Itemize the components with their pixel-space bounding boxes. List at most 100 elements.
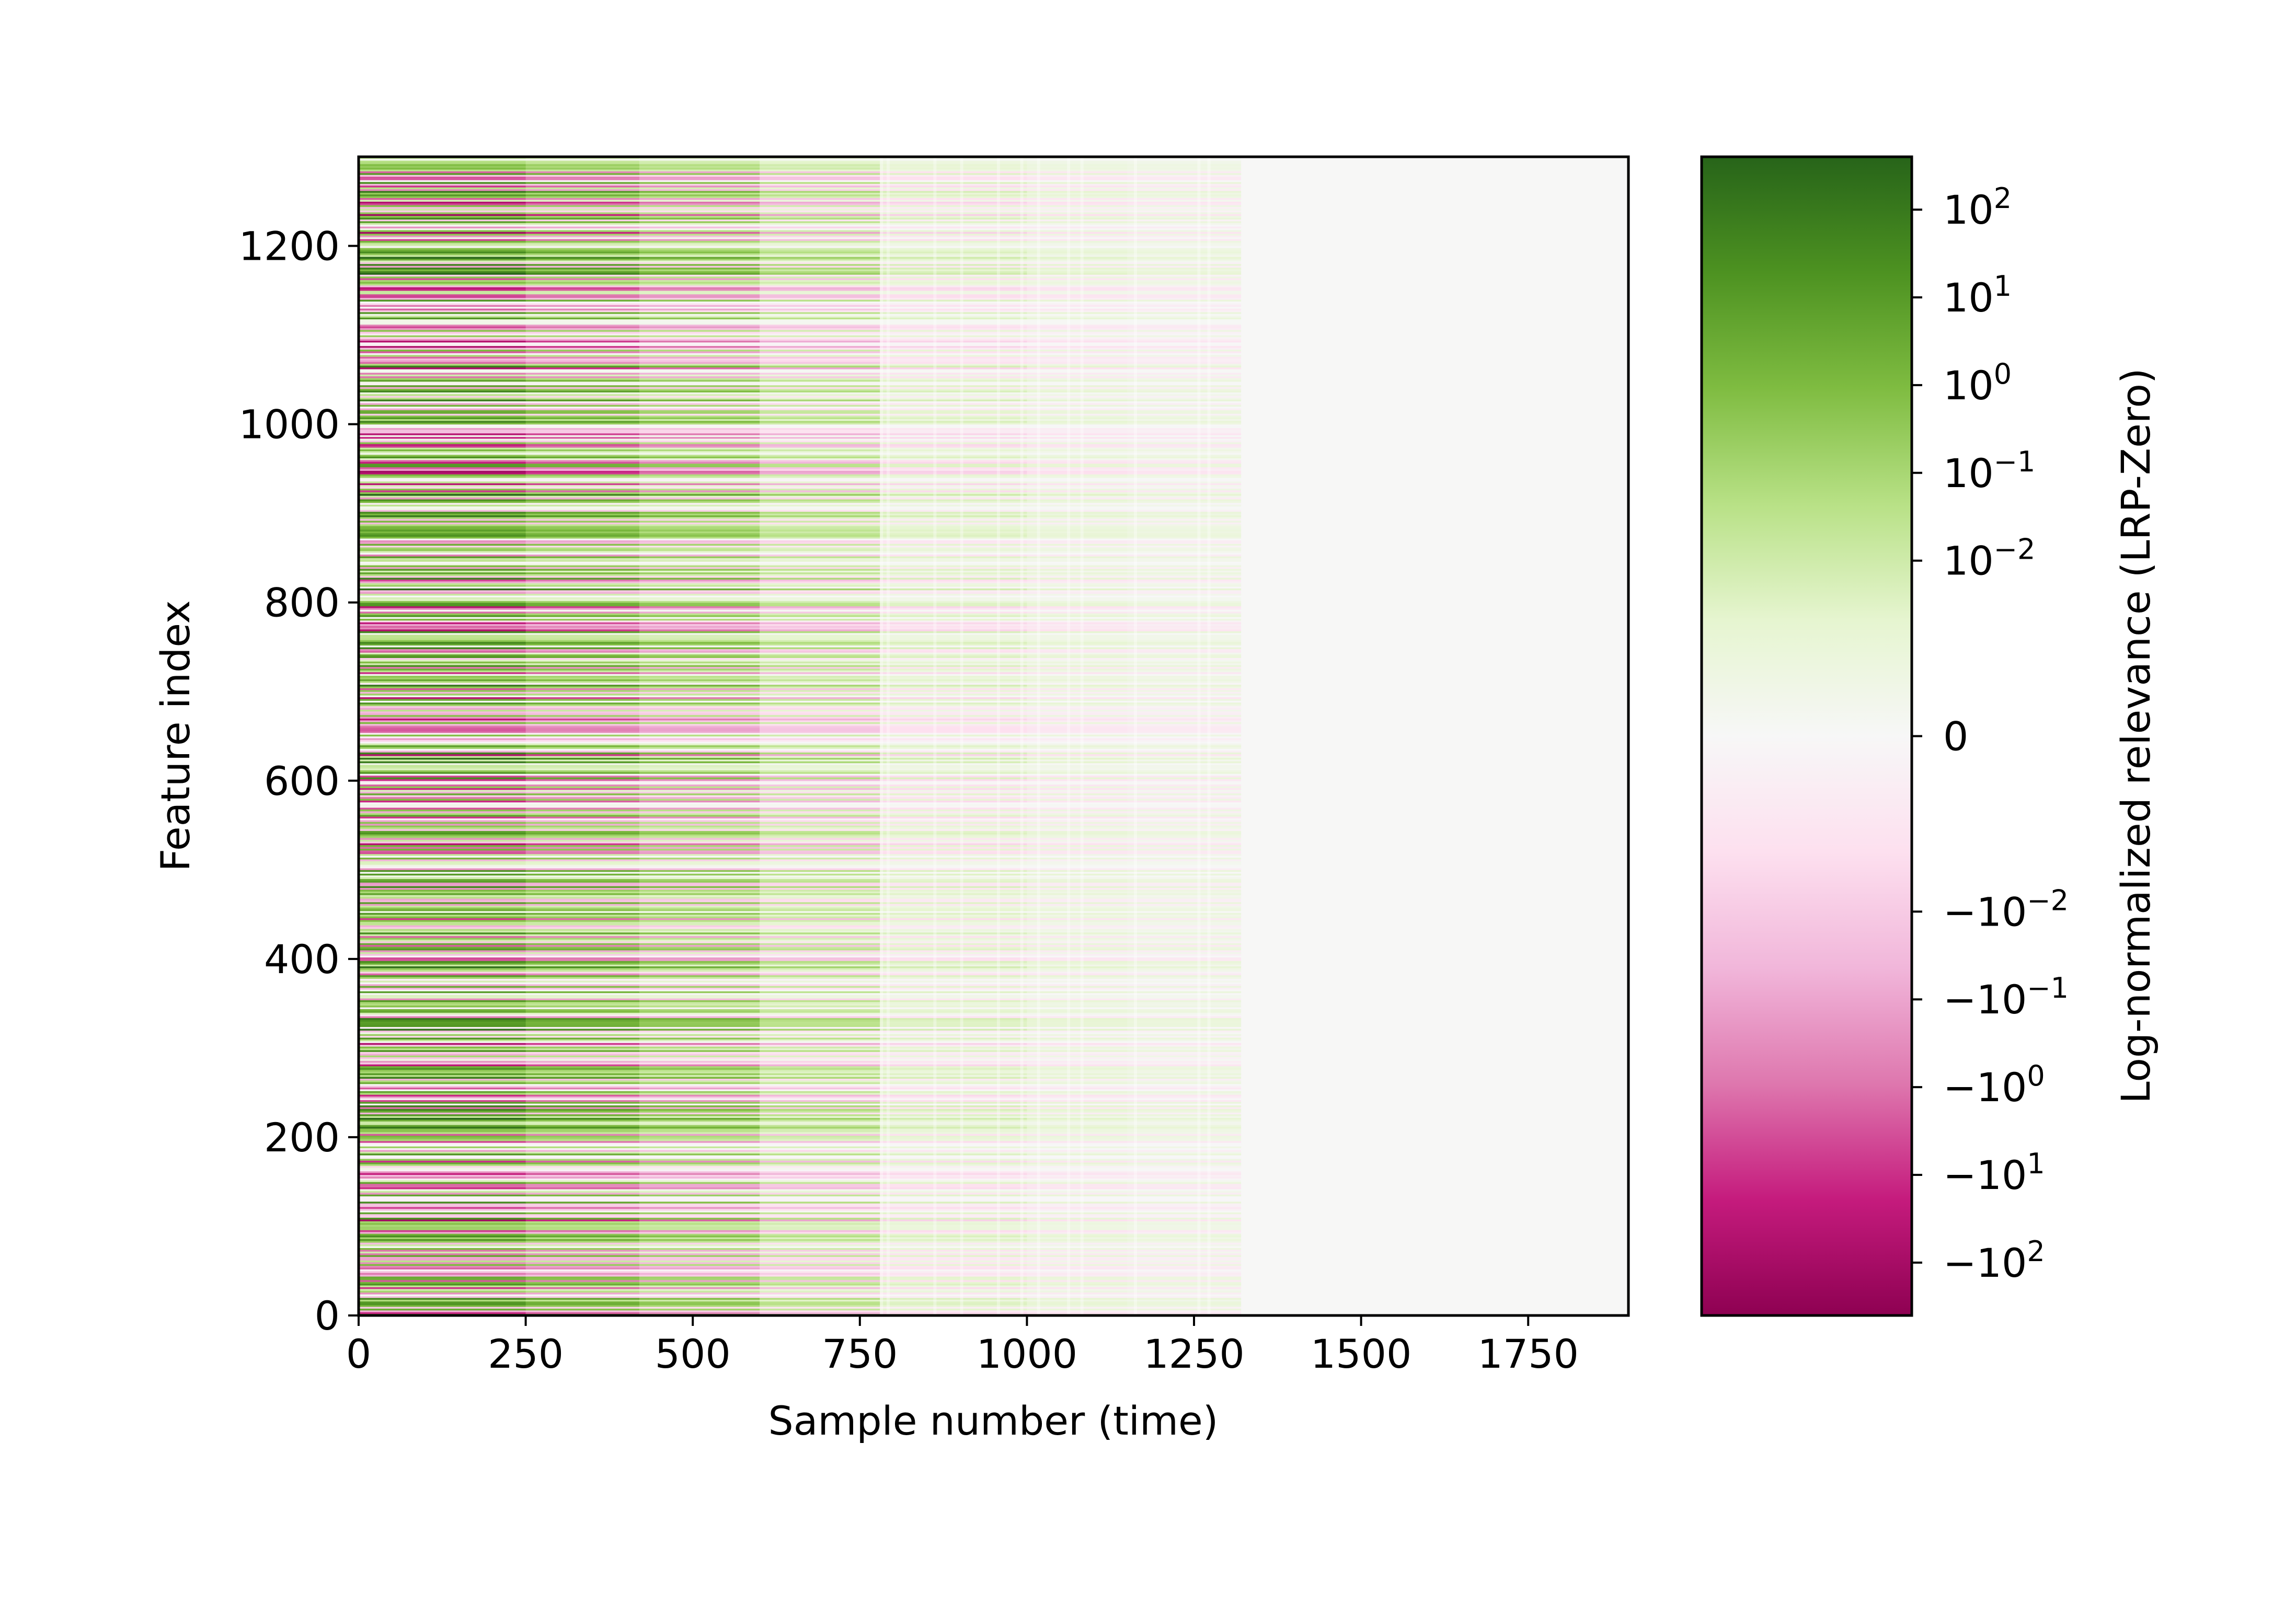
heatmap-cell bbox=[639, 959, 760, 961]
heatmap-cell bbox=[639, 1173, 760, 1175]
heatmap-cell bbox=[880, 853, 1028, 856]
heatmap-cell bbox=[760, 1194, 880, 1197]
heatmap-cell bbox=[1127, 670, 1242, 673]
heatmap-cell bbox=[1127, 511, 1242, 514]
heatmap-cell bbox=[880, 296, 1028, 298]
heatmap-cell bbox=[1127, 704, 1242, 707]
heatmap-cell bbox=[760, 572, 880, 574]
heatmap-cell bbox=[359, 240, 526, 243]
heatmap-cell bbox=[1127, 1283, 1242, 1286]
heatmap-cell bbox=[525, 476, 640, 478]
heatmap-cell bbox=[359, 232, 526, 234]
heatmap-cell bbox=[760, 269, 880, 271]
heatmap-cell bbox=[359, 1073, 526, 1076]
heatmap-cell bbox=[880, 1188, 1028, 1191]
heatmap-cell bbox=[1027, 1057, 1128, 1059]
heatmap-cell bbox=[359, 419, 526, 421]
heatmap-cell bbox=[760, 219, 880, 222]
heatmap-cell bbox=[1127, 946, 1242, 949]
heatmap-cell bbox=[1127, 871, 1242, 874]
heatmap-cell bbox=[359, 615, 526, 617]
heatmap-cell bbox=[639, 966, 760, 968]
heatmap-cell bbox=[639, 891, 760, 894]
heatmap-cell bbox=[359, 697, 526, 699]
heatmap-cell bbox=[760, 686, 880, 688]
heatmap-cell bbox=[760, 353, 880, 355]
heatmap-cell bbox=[359, 1188, 526, 1191]
heatmap-cell bbox=[1127, 274, 1242, 277]
heatmap-cell bbox=[1127, 657, 1242, 660]
heatmap-cell bbox=[1127, 850, 1242, 852]
heatmap-cell bbox=[359, 698, 526, 701]
heatmap-cell bbox=[359, 907, 526, 909]
heatmap-cell bbox=[1127, 360, 1242, 362]
heatmap-cell bbox=[1027, 652, 1128, 655]
heatmap-cell bbox=[1027, 223, 1128, 225]
heatmap-cell bbox=[359, 688, 526, 690]
heatmap-cell bbox=[880, 752, 1028, 755]
heatmap-cell bbox=[880, 1296, 1028, 1298]
heatmap-cell bbox=[359, 237, 526, 239]
heatmap-cell bbox=[1027, 950, 1128, 952]
heatmap-cell bbox=[525, 547, 640, 549]
heatmap-cell bbox=[639, 1258, 760, 1261]
heatmap-cell bbox=[359, 164, 526, 166]
heatmap-cell bbox=[1127, 1134, 1242, 1136]
heatmap-cell bbox=[525, 921, 640, 924]
heatmap-cell bbox=[359, 1281, 526, 1284]
heatmap-cell bbox=[1027, 574, 1128, 576]
heatmap-cell bbox=[880, 732, 1028, 735]
heatmap-cell bbox=[760, 782, 880, 785]
heatmap-cell bbox=[760, 265, 880, 268]
heatmap-cell bbox=[359, 953, 526, 956]
heatmap-cell bbox=[1127, 513, 1242, 516]
heatmap-cell bbox=[525, 996, 640, 999]
heatmap-cell bbox=[1127, 290, 1242, 293]
heatmap-cell bbox=[760, 1053, 880, 1056]
heatmap-cell bbox=[760, 1066, 880, 1068]
heatmap-cell bbox=[760, 1269, 880, 1272]
heatmap-cell bbox=[639, 376, 760, 378]
heatmap-cell bbox=[760, 805, 880, 808]
heatmap-cell bbox=[880, 1239, 1028, 1241]
heatmap-cell bbox=[359, 420, 526, 423]
heatmap-cell bbox=[359, 713, 526, 715]
heatmap-cell bbox=[760, 1235, 880, 1238]
heatmap-cell bbox=[359, 1230, 526, 1232]
heatmap-cell bbox=[1127, 1018, 1242, 1020]
heatmap-cell bbox=[1027, 511, 1128, 514]
heatmap-cell bbox=[880, 1251, 1028, 1254]
heatmap-cell bbox=[880, 374, 1028, 377]
heatmap-cell bbox=[1027, 771, 1128, 774]
heatmap-cell bbox=[760, 583, 880, 585]
heatmap-cell bbox=[1127, 622, 1242, 625]
heatmap-cell bbox=[525, 1106, 640, 1109]
heatmap-cell bbox=[525, 305, 640, 307]
heatmap-cell bbox=[1127, 1130, 1242, 1133]
heatmap-cell bbox=[359, 224, 526, 227]
heatmap-cell bbox=[1027, 1028, 1128, 1031]
heatmap-cell bbox=[760, 367, 880, 370]
heatmap-cell bbox=[525, 918, 640, 920]
heatmap-cell bbox=[359, 477, 526, 480]
heatmap-cell bbox=[639, 771, 760, 774]
heatmap-cell bbox=[760, 618, 880, 621]
heatmap-cell bbox=[359, 513, 526, 516]
heatmap-cell bbox=[1127, 212, 1242, 214]
heatmap-cell bbox=[760, 775, 880, 778]
heatmap-cell bbox=[1127, 575, 1242, 578]
heatmap-cell bbox=[760, 597, 880, 599]
heatmap-cell bbox=[1027, 987, 1128, 990]
heatmap-cell bbox=[880, 1125, 1028, 1127]
heatmap-cell bbox=[639, 683, 760, 685]
heatmap-cell bbox=[1027, 1283, 1128, 1286]
heatmap-cell bbox=[1027, 513, 1128, 516]
heatmap-cell bbox=[1027, 540, 1128, 542]
heatmap-cell bbox=[880, 549, 1028, 551]
heatmap-cell bbox=[1027, 164, 1128, 166]
heatmap-cell bbox=[1127, 830, 1242, 833]
heatmap-cell bbox=[359, 823, 526, 826]
heatmap-cell bbox=[760, 737, 880, 740]
heatmap-cell bbox=[639, 1244, 760, 1246]
heatmap-cell bbox=[525, 288, 640, 291]
